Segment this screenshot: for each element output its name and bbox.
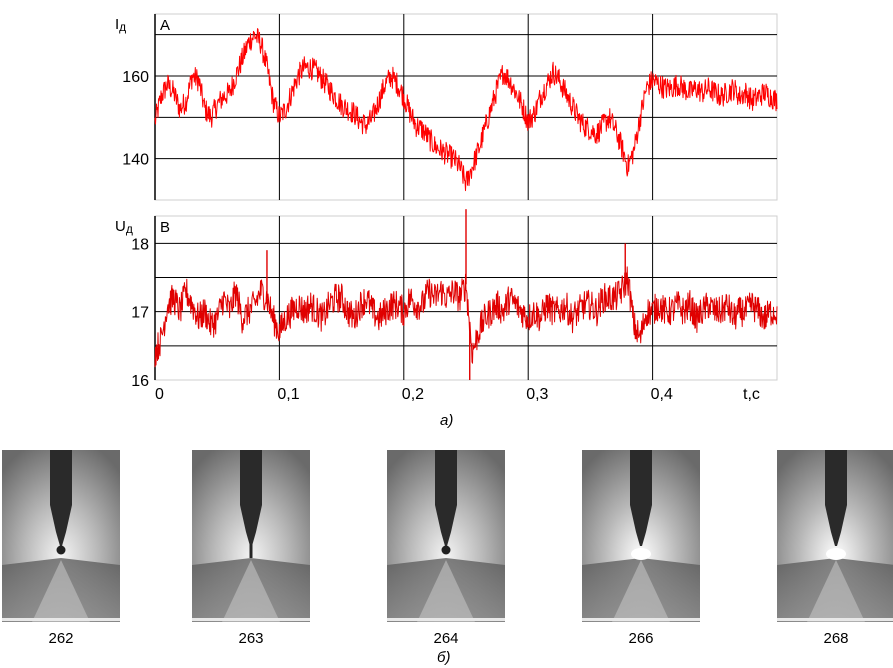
y-tick-label: 17 — [131, 305, 149, 322]
arc-photo — [387, 450, 505, 622]
frame-number: 263 — [238, 630, 264, 647]
frame-number: 264 — [433, 630, 459, 647]
y-axis-label-sub: д — [119, 20, 126, 34]
electrode — [630, 450, 652, 546]
signal-trace — [154, 28, 778, 192]
current-plot: 140 160 Iд A — [115, 13, 778, 201]
arc-photo — [582, 450, 700, 622]
frame-number: 262 — [48, 630, 74, 647]
y-axis-label: Iд — [115, 16, 126, 34]
signal-trace — [154, 266, 778, 368]
electrode — [240, 450, 262, 546]
panel-b-caption: б) — [437, 649, 451, 666]
electrode — [50, 450, 72, 546]
x-tick-label: 0,3 — [526, 386, 548, 403]
x-axis-label: t,c — [743, 386, 760, 403]
electrode — [435, 450, 457, 546]
y-axis-unit: A — [160, 17, 170, 34]
plot-area — [154, 13, 778, 201]
arc-photo — [2, 450, 120, 622]
arc-glow-cone — [32, 560, 90, 622]
arc-photo-frame — [582, 450, 700, 622]
arc-flash — [631, 548, 651, 560]
frame-base — [777, 618, 893, 621]
arc-photo-frame — [777, 450, 893, 622]
arc-photo — [192, 450, 310, 622]
arc-photo-frame — [192, 450, 310, 622]
x-tick-label: 0,4 — [651, 386, 673, 403]
arc-flash — [826, 548, 846, 560]
frame-base — [582, 618, 700, 621]
y-tick-label: 18 — [131, 236, 149, 253]
droplet — [56, 545, 66, 555]
arc-glow-cone — [612, 560, 670, 622]
x-tick-label: 0,1 — [277, 386, 299, 403]
arc-photo-frame — [387, 450, 505, 622]
arc-photo — [777, 450, 893, 622]
frame-base — [387, 618, 505, 621]
y-axis-label-sub: д — [126, 222, 133, 236]
frame-number: 268 — [823, 630, 849, 647]
frame-base — [2, 618, 120, 621]
y-tick-label: 160 — [122, 69, 149, 86]
y-tick-label: 140 — [122, 152, 149, 169]
y-axis-label: Uд — [115, 218, 133, 236]
arc-photo-frame — [2, 450, 120, 622]
x-tick-label: 0,2 — [402, 386, 424, 403]
droplet-neck — [249, 544, 253, 558]
panel-a-caption: а) — [440, 412, 454, 429]
electrode — [825, 450, 847, 546]
arc-glow-cone — [417, 560, 475, 622]
frame-base — [192, 618, 310, 621]
droplet — [441, 545, 451, 555]
y-axis-unit: B — [160, 219, 170, 236]
x-tick-label: 0 — [155, 386, 164, 403]
arc-glow-cone — [807, 560, 865, 622]
frame-number: 266 — [628, 630, 654, 647]
y-tick-label: 16 — [131, 373, 149, 390]
arc-glow-cone — [222, 560, 280, 622]
